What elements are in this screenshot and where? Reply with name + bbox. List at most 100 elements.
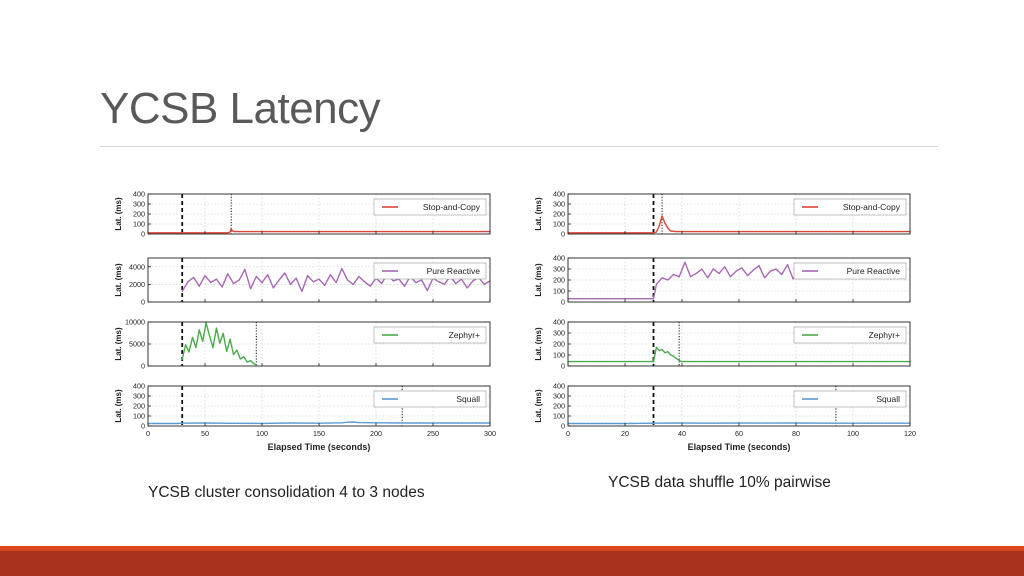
data-point — [324, 284, 326, 286]
data-point — [766, 422, 769, 424]
y-tick-label: 300 — [553, 329, 565, 338]
data-point — [250, 360, 252, 362]
caption-data-shuffle: YCSB data shuffle 10% pairwise — [608, 474, 831, 491]
data-point — [229, 231, 231, 233]
data-point — [232, 353, 235, 356]
data-point — [358, 422, 360, 424]
data-point — [358, 275, 360, 278]
data-point — [655, 283, 657, 285]
data-point — [652, 298, 655, 300]
data-point — [652, 422, 655, 424]
data-point — [229, 338, 231, 340]
data-point — [426, 289, 428, 292]
data-point — [746, 275, 749, 277]
y-axis-label: Lat. (ms) — [534, 389, 543, 423]
data-point — [255, 364, 257, 366]
data-point — [198, 285, 200, 287]
data-point — [664, 222, 666, 224]
x-tick-label: 100 — [256, 429, 268, 438]
y-tick-label: 400 — [553, 318, 565, 327]
data-point — [466, 287, 468, 289]
data-point — [175, 422, 178, 425]
y-tick-label: 10000 — [125, 318, 145, 327]
y-tick-label: 300 — [553, 392, 565, 401]
legend-label: Stop-and-Copy — [423, 202, 481, 212]
footer-stripe — [0, 546, 1024, 551]
title-divider — [100, 146, 938, 147]
data-point — [672, 355, 675, 357]
data-point — [341, 422, 343, 424]
x-tick-label: 100 — [847, 429, 859, 438]
x-tick-label: 120 — [904, 429, 916, 438]
data-point — [312, 281, 314, 283]
data-point — [661, 215, 663, 217]
data-point — [672, 273, 675, 276]
data-point — [667, 227, 669, 229]
data-point — [741, 267, 743, 269]
data-point — [352, 283, 354, 285]
data-point — [238, 279, 240, 281]
data-point — [221, 286, 223, 288]
data-point — [678, 276, 680, 278]
y-tick-label: 100 — [133, 220, 145, 229]
data-point — [187, 281, 189, 283]
data-point — [401, 422, 403, 424]
series-line-3 — [568, 422, 910, 425]
data-point — [681, 361, 683, 363]
data-point — [232, 282, 235, 285]
y-axis-label: Lat. (ms) — [534, 197, 543, 231]
y-tick-label: 400 — [553, 382, 565, 391]
legend-label: Zephyr+ — [449, 330, 480, 340]
x-tick-label: 200 — [370, 429, 382, 438]
data-point — [652, 232, 655, 234]
data-point — [738, 361, 740, 363]
data-point — [267, 274, 269, 276]
data-point — [289, 422, 292, 424]
y-tick-label: 200 — [553, 210, 565, 219]
data-point — [455, 282, 457, 285]
data-point — [215, 278, 217, 280]
data-point — [253, 363, 255, 365]
data-point — [212, 346, 214, 349]
data-point — [786, 264, 789, 266]
data-point — [246, 361, 248, 363]
data-point — [210, 282, 212, 284]
legend-box — [373, 198, 487, 216]
data-point — [718, 272, 720, 274]
data-point — [823, 361, 826, 363]
data-point — [658, 350, 660, 352]
y-tick-label: 100 — [553, 287, 565, 296]
data-point — [208, 335, 211, 337]
data-point — [335, 282, 337, 284]
data-point — [658, 225, 660, 227]
data-point — [724, 266, 726, 268]
y-tick-label: 5000 — [129, 340, 145, 349]
data-point — [675, 357, 677, 359]
data-point — [775, 268, 777, 270]
data-point — [181, 422, 183, 424]
data-point — [231, 230, 233, 232]
data-point — [289, 283, 292, 285]
y-axis-label: Lat. (ms) — [114, 327, 123, 361]
legend-label: Pure Reactive — [427, 266, 481, 276]
data-point — [261, 282, 263, 284]
legend-label: Pure Reactive — [847, 266, 901, 276]
data-point — [695, 272, 697, 274]
data-point — [823, 231, 826, 233]
y-tick-label: 0 — [141, 422, 145, 431]
data-point — [661, 277, 663, 279]
legend-box — [793, 326, 907, 344]
y-tick-label: 300 — [133, 200, 145, 209]
data-point — [667, 351, 669, 353]
data-point — [460, 422, 463, 424]
data-point — [835, 422, 837, 424]
data-point — [232, 422, 235, 424]
legend-box — [373, 390, 487, 408]
data-point — [255, 275, 257, 278]
data-point — [792, 278, 794, 280]
x-tick-label: 250 — [427, 429, 439, 438]
y-tick-label: 200 — [553, 402, 565, 411]
x-tick-label: 40 — [678, 429, 686, 438]
data-point — [284, 272, 286, 274]
